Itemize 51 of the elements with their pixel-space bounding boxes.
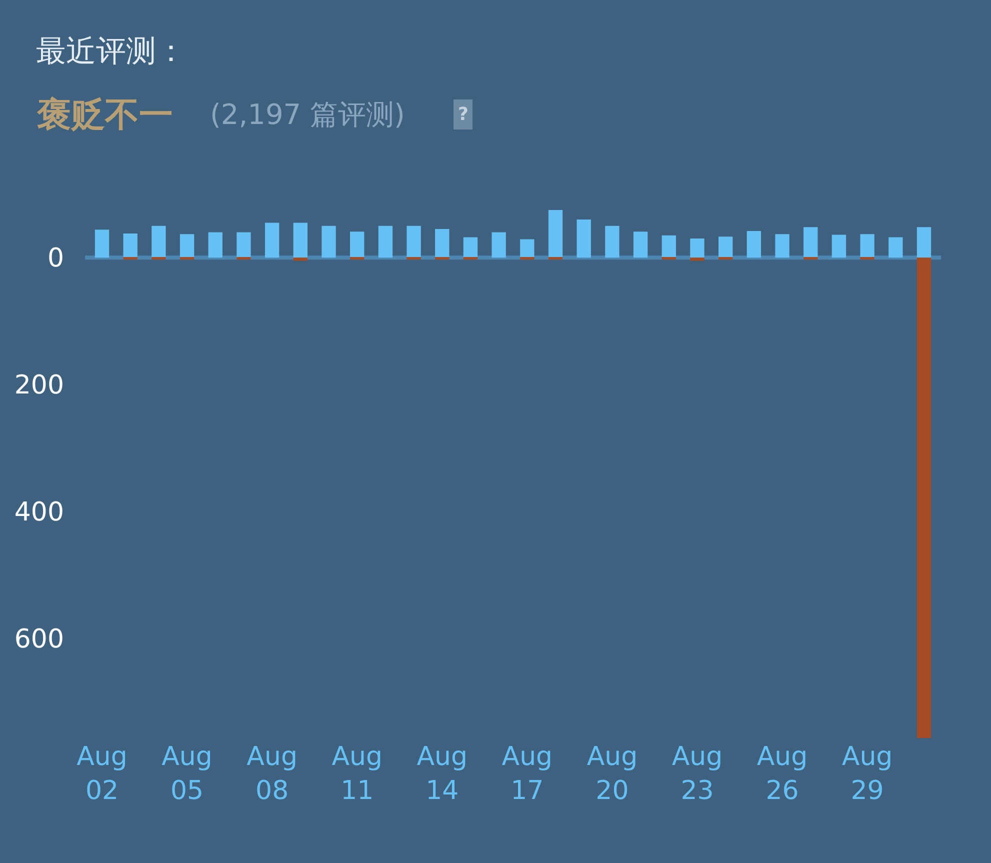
bar	[208, 232, 222, 258]
bar	[435, 229, 450, 258]
y-tick-label: 400	[14, 498, 64, 528]
bar	[832, 234, 846, 258]
bar	[662, 235, 676, 258]
bar	[350, 232, 364, 258]
x-tick-label: Aug 29	[842, 742, 893, 806]
bar	[916, 258, 932, 738]
bar	[293, 258, 308, 261]
bar	[378, 226, 393, 258]
x-tick-label: Aug 23	[672, 742, 723, 806]
bar	[180, 234, 194, 258]
bar	[804, 227, 818, 258]
bar	[463, 237, 478, 258]
bar	[322, 226, 336, 258]
x-tick-label: Aug 02	[76, 742, 128, 806]
bar	[690, 258, 704, 261]
bar	[94, 230, 110, 258]
bar	[718, 236, 733, 258]
x-tick-label: Aug 14	[416, 742, 468, 806]
y-tick-label: 0	[47, 244, 64, 274]
text: (2,197 篇评测)	[210, 98, 405, 131]
bar	[548, 210, 563, 258]
bar	[916, 227, 932, 258]
chart-title: 最近评测：	[36, 34, 186, 69]
bar	[492, 232, 506, 258]
bar	[746, 230, 762, 258]
x-tick-label: Aug 11	[332, 742, 382, 806]
bar	[123, 233, 138, 258]
x-tick-label: Aug 08	[246, 742, 298, 806]
x-tick-label: Aug 05	[162, 742, 212, 806]
bar	[576, 220, 591, 258]
chart-subtitle: 褒贬不一	[36, 95, 173, 135]
bar	[406, 226, 421, 258]
bar	[633, 232, 648, 258]
y-tick-label: 600	[14, 624, 64, 654]
bar	[860, 234, 874, 258]
bar	[236, 232, 251, 258]
y-tick-label: 200	[14, 370, 64, 401]
bar	[888, 237, 903, 258]
bar	[690, 238, 704, 258]
bar	[775, 234, 790, 258]
bar	[264, 222, 280, 258]
x-tick-label: Aug 17	[502, 742, 553, 806]
bar	[605, 226, 620, 258]
bar	[152, 226, 166, 258]
x-tick-label: Aug 20	[586, 742, 638, 806]
text: ?	[458, 104, 468, 125]
bar	[293, 222, 308, 258]
bar	[520, 239, 534, 258]
x-tick-label: Aug 26	[756, 742, 808, 806]
